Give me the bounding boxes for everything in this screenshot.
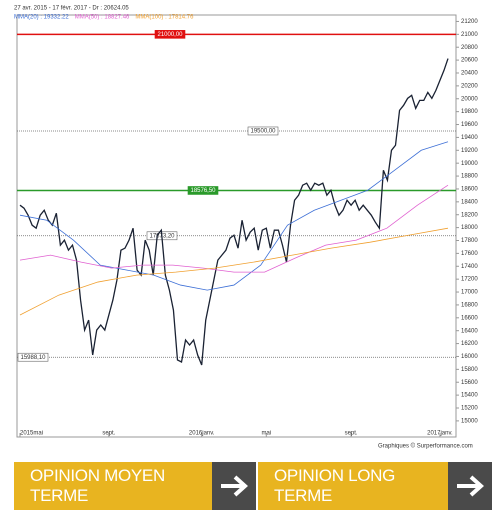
series-line [19,141,449,291]
y-tick-label: 16000 [461,354,478,360]
y-tick-label: 16600 [461,315,478,321]
y-tick-label: 19600 [461,122,478,128]
y-tick-label: 16400 [461,328,478,334]
button-long-term[interactable]: OPINION LONG TERME [258,462,492,510]
series-line [19,227,449,316]
level-box [154,30,186,39]
y-tick-label: 18000 [461,225,478,231]
x-tick-label: 2017janv. [427,431,453,437]
level-label: 19500,00 [250,129,276,135]
y-tick-label: 15800 [461,367,478,373]
y-tick-label: 19000 [461,161,478,167]
series-line [19,58,449,366]
level-label: 18576,50 [190,188,216,194]
x-tick-label: 2015mai [20,431,43,437]
y-tick-label: 21200 [461,19,478,25]
y-tick-label: 15000 [461,418,478,424]
y-tick-label: 17800 [461,238,478,244]
button-label: OPINION MOYEN TERME [30,466,165,505]
chart: 27 avr. 2015 - 17 févr. 2017 - Dr : 2062… [14,6,478,450]
y-tick-label: 20800 [461,45,478,51]
x-tick-label: 2016janv. [189,431,215,437]
y-tick-label: 15600 [461,380,478,386]
x-tick-label: sept. [102,431,115,437]
y-tick-label: 18200 [461,212,478,218]
y-tick-label: 20200 [461,83,478,89]
y-tick-label: 18600 [461,187,478,193]
button-medium-term[interactable]: OPINION MOYEN TERME [14,462,256,510]
y-tick-label: 20400 [461,71,478,77]
level-box [247,126,279,136]
y-tick-label: 17200 [461,277,478,283]
level-label: 21000,00 [157,32,183,38]
x-tick-label: sept. [345,431,358,437]
level-label: 15988,10 [20,355,46,361]
y-tick-label: 18800 [461,174,478,180]
y-tick-label: 19400 [461,135,478,141]
y-tick-label: 21000 [461,32,478,38]
y-tick-label: 16800 [461,303,478,309]
y-tick-label: 15400 [461,393,478,399]
plot-frame [16,14,457,438]
y-tick-label: 16200 [461,341,478,347]
level-box [187,186,219,195]
y-tick-label: 19200 [461,148,478,154]
y-tick-label: 19800 [461,109,478,115]
y-tick-label: 17000 [461,290,478,296]
legend-entry: MMA(20) : 19332.22 [14,15,69,21]
level-box [17,352,49,362]
y-tick-label: 15200 [461,406,478,412]
arrow [457,475,484,497]
y-tick-label: 17600 [461,251,478,257]
credit: Graphiques © Surperformance.com [378,443,473,450]
arrow [221,475,248,497]
y-tick-label: 20000 [461,96,478,102]
x-tick-label: mai [261,431,271,437]
chart-header: 27 avr. 2015 - 17 févr. 2017 - Dr : 2062… [14,6,129,12]
button-label: OPINION LONG TERME [274,466,396,505]
series-line [19,184,449,273]
legend-entry: MMA(100) : 17814.76 [135,15,194,21]
arrow-icon [448,462,492,510]
y-tick-label: 20600 [461,58,478,64]
y-tick-label: 17400 [461,264,478,270]
y-tick-label: 18400 [461,199,478,205]
legend-entry: MMA(50) : 18827.46 [75,15,130,21]
arrow-icon [212,462,256,510]
